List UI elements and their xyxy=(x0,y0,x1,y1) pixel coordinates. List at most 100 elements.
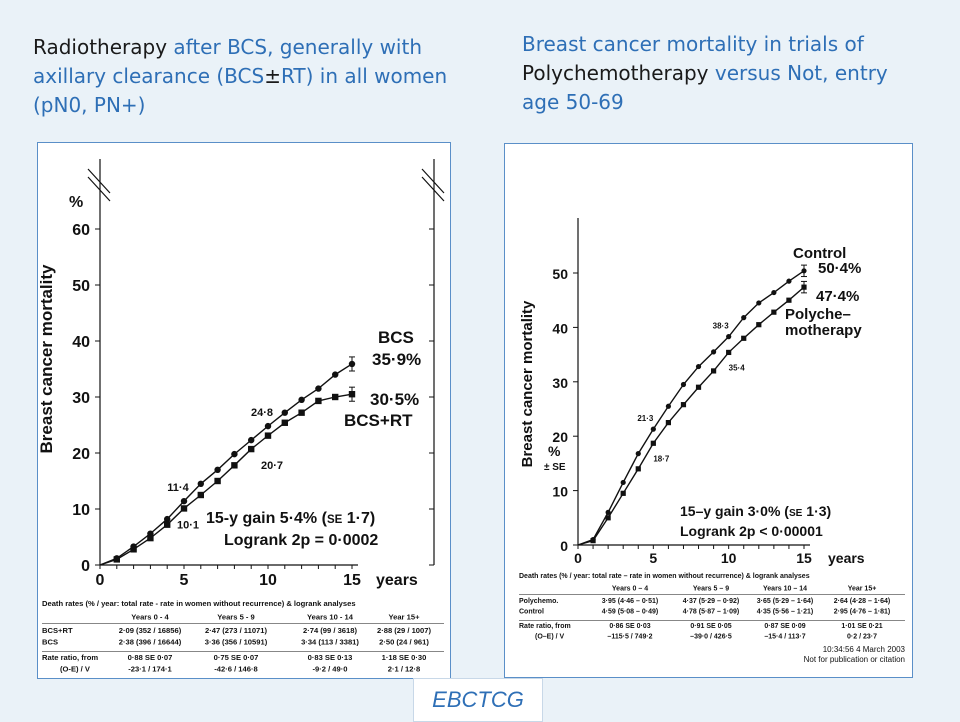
table-ratio-cell: -9·2 / 49·0 xyxy=(312,665,347,674)
y-unit-sub-label: ± SE xyxy=(544,462,566,473)
right-caption-part: versus Not, entry age 50-69 xyxy=(522,61,888,114)
table-cell: 4·78 (5·87 – 1·09) xyxy=(683,609,739,616)
series-end-value: 35·9% xyxy=(372,350,421,369)
table-row-label: BCS+RT xyxy=(42,626,73,635)
table-ratio-cell: –15·4 / 113·7 xyxy=(764,634,805,641)
data-point-square xyxy=(590,538,596,544)
data-point-circle xyxy=(298,396,305,403)
data-point-circle xyxy=(726,334,732,340)
data-point-circle xyxy=(665,403,671,409)
data-point-square xyxy=(281,419,288,426)
y-tick-label: 50 xyxy=(552,266,568,282)
data-point-square xyxy=(635,466,641,472)
series-name-label: BCS xyxy=(378,328,414,347)
data-point-circle xyxy=(164,515,171,523)
data-label: 38·3 xyxy=(713,322,730,331)
x-axis-title: years xyxy=(376,572,418,589)
footnote: 10:34:56 4 March 2003 xyxy=(823,645,906,654)
data-label: 20·7 xyxy=(261,460,283,472)
data-point-circle xyxy=(332,371,339,378)
table-header: Years 0 – 4 xyxy=(612,586,648,593)
x-tick-label: 15 xyxy=(796,550,812,566)
data-point-circle xyxy=(231,450,238,458)
axis-break xyxy=(421,168,445,194)
left-chart-caption: Radiotherapy after BCS, generally with a… xyxy=(33,33,463,120)
data-point-circle xyxy=(680,381,687,388)
series-end-value: 50·4% xyxy=(818,260,861,277)
y-tick-label: 50 xyxy=(72,278,90,295)
data-point-square xyxy=(620,490,626,496)
logrank-label: Logrank 2p = 0·0002 xyxy=(224,532,378,549)
series-end-value: 30·5% xyxy=(370,390,419,409)
data-point-circle xyxy=(281,409,288,416)
table-cell: 4·59 (5·08 – 0·49) xyxy=(602,609,658,616)
data-point-square xyxy=(180,505,188,512)
series-line-1 xyxy=(99,393,353,566)
series-name-label: Control xyxy=(793,245,846,262)
right-caption-part: Breast cancer mortality in trials of xyxy=(522,32,864,56)
data-label: 24·8 xyxy=(251,407,273,419)
table-ratio-cell: 0·75 SE 0·07 xyxy=(214,653,259,662)
y-tick-label: 30 xyxy=(552,375,568,391)
data-point-square xyxy=(771,309,777,315)
series-name-label: BCS+RT xyxy=(344,411,413,430)
y-tick-label: 40 xyxy=(72,334,90,351)
table-cell: 2·74 (99 / 3618) xyxy=(303,626,358,635)
logrank-label: Logrank 2p < 0·00001 xyxy=(680,523,823,539)
table-row-label: Control xyxy=(519,609,544,616)
table-cell: 3·65 (5·29 – 1·64) xyxy=(757,598,813,605)
data-point-square xyxy=(756,322,762,328)
x-tick-label: 10 xyxy=(721,550,737,566)
data-point-circle xyxy=(248,436,255,444)
data-point-square xyxy=(315,397,322,405)
data-point-circle xyxy=(650,426,656,432)
data-point-square xyxy=(695,384,702,390)
data-point-square xyxy=(248,445,255,453)
right-caption-part: Polychemotherapy xyxy=(522,61,715,85)
table-header: Years 10 - 14 xyxy=(307,613,354,622)
table-ratio-label: (O–E) / V xyxy=(535,634,565,641)
y-axis-title: Breast cancer mortality xyxy=(519,300,536,467)
table-ratio-cell: 0·88 SE 0·07 xyxy=(128,653,173,662)
data-point-square xyxy=(786,297,792,303)
data-label: 21·3 xyxy=(637,414,654,423)
table-header: Year 15+ xyxy=(848,586,877,593)
table-row-label: BCS xyxy=(42,638,58,647)
gain-label: 15-y gain 5·4% (SE 1·7) xyxy=(206,510,375,527)
table-ratio-cell: –115·5 / 749·2 xyxy=(607,634,652,641)
table-cell: 3·34 (113 / 3381) xyxy=(301,638,359,647)
data-point-circle xyxy=(264,422,272,430)
data-point-square xyxy=(214,477,221,485)
table-cell: 2·95 (4·76 – 1·81) xyxy=(834,609,890,616)
y-tick-label: 20 xyxy=(72,446,90,463)
x-tick-label: 0 xyxy=(96,572,105,589)
gain-label: 15–y gain 3·0% (SE 1·3) xyxy=(680,503,831,519)
data-point-circle xyxy=(695,363,702,370)
ebctcg-footer-label: EBCTCG xyxy=(413,678,543,722)
data-point-square xyxy=(665,420,671,426)
axis-break xyxy=(87,168,111,194)
data-point-square xyxy=(650,440,656,446)
table-ratio-cell: -42·6 / 146·8 xyxy=(214,665,257,674)
x-tick-label: 0 xyxy=(574,550,582,566)
table-ratio-cell: 0·86 SE 0·03 xyxy=(609,623,650,630)
table-cell: 3·36 (356 / 10591) xyxy=(205,638,268,647)
table-header: Years 5 – 9 xyxy=(693,586,729,593)
table-cell: 4·37 (5·29 – 0·92) xyxy=(683,598,739,605)
series-name-label: Polyche– xyxy=(785,306,851,323)
table-ratio-cell: -23·1 / 174·1 xyxy=(128,665,172,674)
data-label: 10·1 xyxy=(177,519,199,531)
table-header: Years 5 - 9 xyxy=(217,613,255,622)
table-cell: 2·88 (29 / 1007) xyxy=(377,626,432,635)
series-line-0 xyxy=(99,363,353,566)
y-tick-label: 40 xyxy=(552,320,568,336)
data-point-square xyxy=(231,462,238,469)
y-axis-title: Breast cancer mortality xyxy=(37,264,56,454)
table-ratio-cell: 0·87 SE 0·09 xyxy=(764,623,805,630)
table-ratio-label: Rate ratio, from xyxy=(42,653,98,662)
series-line-1 xyxy=(577,286,805,546)
data-point-circle xyxy=(605,509,611,515)
data-point-square xyxy=(164,521,171,528)
table-cell: 3·95 (4·46 – 0·51) xyxy=(602,598,658,605)
y-tick-label: 20 xyxy=(552,429,568,445)
